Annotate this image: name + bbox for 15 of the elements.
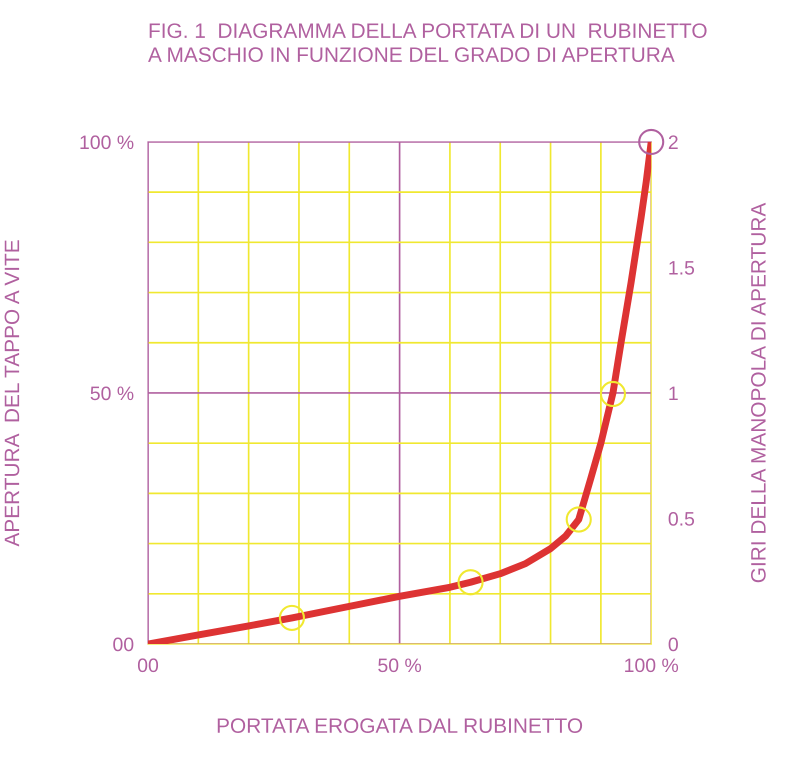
- y2-tick-label: 1.5: [669, 261, 694, 275]
- y2-tick-label: 0: [668, 637, 678, 652]
- y-axis-title: APERTURA DEL TAPPO A VITE: [4, 240, 20, 547]
- y2-tick-label: 1: [669, 386, 678, 400]
- x-axis-title: PORTATA EROGATA DAL RUBINETTO: [218, 718, 582, 733]
- y-tick-label: 00: [113, 637, 134, 652]
- x-tick-label: 50 %: [378, 658, 422, 672]
- y2-tick-label: 0.5: [668, 512, 694, 526]
- chart-title: FIG. 1 DIAGRAMMA DELLA PORTATA DI UN RUBINETTO A MASCHIO IN FUNZIONE DEL GRADO DI APERTURA: [148, 23, 707, 62]
- y-tick-label: 100 %: [80, 135, 134, 150]
- y-tick-label: 50 %: [90, 386, 134, 400]
- y2-axis-title: GIRI DELLA MANOPOLA DI APERTURA: [751, 202, 766, 582]
- x-tick-label: 00: [138, 658, 158, 672]
- x-tick-label: 100 %: [625, 658, 678, 672]
- y2-tick-label: 2: [668, 135, 678, 149]
